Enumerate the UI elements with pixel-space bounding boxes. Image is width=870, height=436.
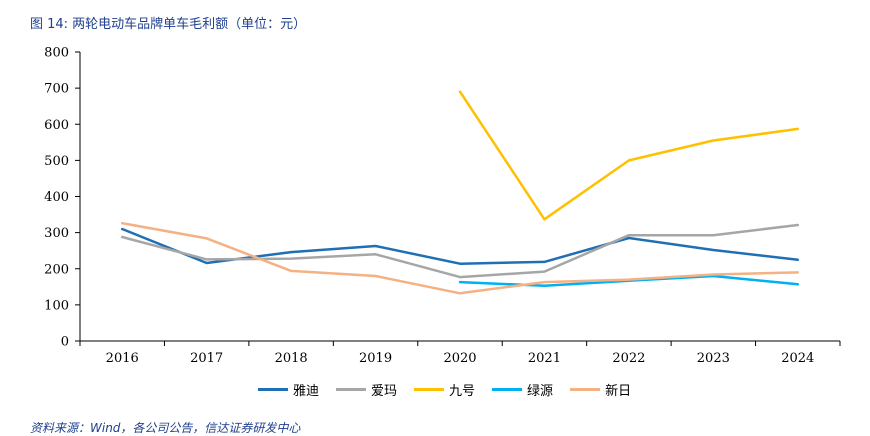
y-tick-label: 800: [44, 46, 69, 61]
source-note: 资料来源：Wind，各公司公告，信达证券研发中心: [30, 421, 301, 435]
y-tick-label: 100: [44, 298, 69, 313]
y-tick-label: 200: [44, 262, 69, 277]
legend-label: 绿源: [527, 384, 554, 399]
x-tick-label: 2023: [697, 351, 730, 366]
series-line-2: [458, 90, 800, 221]
legend-item-4: 新日: [570, 380, 631, 399]
legend-item-0: 雅迪: [258, 380, 319, 399]
series-line-1: [120, 223, 800, 279]
series-line-4: [120, 221, 800, 295]
chart-legend: 雅迪 爱玛 九号 绿源 新日: [258, 380, 648, 399]
legend-swatch: [258, 388, 288, 391]
y-tick-label: 0: [61, 335, 69, 350]
legend-label: 九号: [449, 384, 476, 399]
x-tick-label: 2016: [106, 351, 139, 366]
legend-label: 爱玛: [371, 384, 398, 399]
legend-swatch: [336, 388, 367, 391]
figure-title: 图 14: 两轮电动车品牌单车毛利额（单位：元）: [30, 17, 307, 32]
x-tick-label: 2018: [275, 351, 308, 366]
legend-swatch: [492, 388, 523, 391]
legend-swatch: [570, 388, 601, 391]
x-tick-label: 2017: [190, 351, 223, 366]
y-tick-label: 300: [44, 226, 69, 241]
y-tick-label: 400: [44, 190, 69, 205]
legend-label: 雅迪: [293, 384, 320, 399]
x-tick-label: 2021: [528, 351, 561, 366]
legend-swatch: [414, 388, 445, 391]
y-tick-label: 500: [44, 154, 69, 169]
x-tick-label: 2019: [359, 351, 392, 366]
y-tick-label: 700: [44, 82, 69, 97]
x-tick-label: 2020: [443, 351, 476, 366]
legend-item-3: 绿源: [492, 380, 553, 399]
x-tick-label: 2024: [781, 351, 814, 366]
legend-label: 新日: [605, 384, 632, 399]
line-chart: 0 100 200 300 400 500 600 700 800 2016 2017 2018 201…: [44, 46, 841, 366]
legend-item-2: 九号: [414, 380, 475, 399]
x-tick-label: 2022: [612, 351, 645, 366]
legend-item-1: 爱玛: [336, 380, 397, 399]
y-tick-label: 600: [44, 118, 69, 133]
